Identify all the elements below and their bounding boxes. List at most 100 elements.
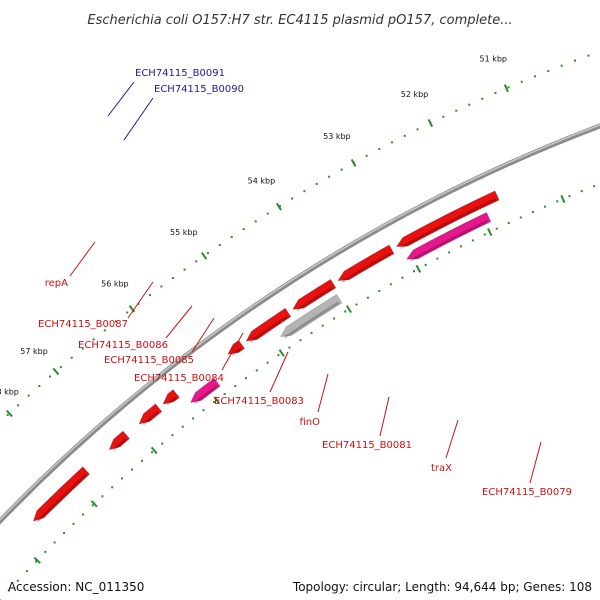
tick-dot-inner xyxy=(299,339,302,342)
gene-features xyxy=(32,190,500,523)
tick-dot-outer xyxy=(278,205,281,208)
tick-label: 53 kbp xyxy=(323,132,351,141)
tick-dot-inner xyxy=(580,190,583,193)
tick-dot-outer xyxy=(291,197,294,200)
tick-dot-outer xyxy=(365,154,368,157)
gene-arrow-shade xyxy=(249,315,289,343)
tick-dot-inner xyxy=(332,317,335,320)
label-leader-line xyxy=(165,305,193,339)
tick-label: 55 kbp xyxy=(170,228,198,237)
tick-dot-outer xyxy=(49,375,52,378)
tick-dot-inner xyxy=(568,195,571,198)
minor-tick xyxy=(213,396,220,404)
major-tick xyxy=(503,84,509,93)
tick-dot-outer xyxy=(17,404,20,407)
tick-dot-inner xyxy=(378,289,381,292)
tick-dot-inner xyxy=(213,401,216,404)
tick-dot-outer xyxy=(103,329,106,332)
label-leader-line xyxy=(107,81,135,117)
tick-dot-inner xyxy=(171,434,174,437)
tick-dot-inner xyxy=(25,570,28,573)
tick-dot-outer xyxy=(507,86,510,89)
gene-label: ECH74115_B0090 xyxy=(154,84,244,95)
tick-dot-inner xyxy=(7,589,10,592)
tick-dot-outer xyxy=(230,236,233,239)
gene-label: ECH74115_B0079 xyxy=(482,487,572,498)
tick-dot-inner xyxy=(459,245,462,248)
tick-dot-inner xyxy=(495,227,498,230)
tick-dot-outer xyxy=(442,115,445,118)
tick-dot-outer xyxy=(468,103,471,106)
gene-label: ECH74115_B0084 xyxy=(134,373,224,384)
minor-tick xyxy=(560,194,566,204)
tick-dot-outer xyxy=(416,128,419,131)
tick-dot-inner xyxy=(355,303,358,306)
gene-label: ECH74115_B0081 xyxy=(322,440,412,451)
tick-dot-inner xyxy=(16,579,19,582)
tick-dot-inner xyxy=(389,283,392,286)
tick-dot-inner xyxy=(448,251,451,254)
gene-arrow xyxy=(395,190,500,247)
tick-dot-outer xyxy=(573,59,576,62)
tick-dot-outer xyxy=(266,212,269,215)
tick-dot-inner xyxy=(321,324,324,327)
major-tick xyxy=(128,305,136,313)
tick-dot-inner xyxy=(192,417,195,420)
tick-dot-outer xyxy=(547,69,550,72)
gene-arrow xyxy=(190,377,221,404)
tick-dots xyxy=(0,54,596,600)
tick-dot-outer xyxy=(137,302,140,305)
tick-dot-outer xyxy=(520,80,523,83)
gene-arrow xyxy=(32,466,90,522)
tick-dot-inner xyxy=(140,459,143,462)
tick-dot-inner xyxy=(401,276,404,279)
tick-dot-inner xyxy=(507,222,510,225)
gene-arrow-shade xyxy=(36,473,87,523)
tick-dot-outer xyxy=(303,190,306,193)
tick-dot-inner xyxy=(121,477,124,480)
tick-dot-outer xyxy=(340,168,343,171)
major-tick xyxy=(350,158,357,167)
label-leader-line xyxy=(221,332,244,371)
tick-dot-outer xyxy=(533,75,536,78)
gene-arrow xyxy=(292,278,337,310)
gene-arrow-shade xyxy=(296,286,334,312)
backbone-highlight xyxy=(0,124,600,521)
major-tick xyxy=(5,409,13,418)
tick-dot-inner xyxy=(234,385,237,388)
tick-dot-inner xyxy=(255,369,258,372)
gene-label: ECH74115_B0083 xyxy=(214,396,304,407)
gene-arrow xyxy=(108,430,130,451)
tick-dot-inner xyxy=(483,233,486,236)
tick-dot-inner xyxy=(471,239,474,242)
tick-dot-outer xyxy=(81,347,84,350)
tick-dot-inner xyxy=(277,354,280,357)
major-tick xyxy=(200,251,208,260)
tick-dot-inner xyxy=(151,451,154,454)
tick-dot-outer xyxy=(403,134,406,137)
tick-dot-inner xyxy=(436,257,439,260)
tick-dot-inner xyxy=(82,513,85,516)
label-leader-line xyxy=(269,351,289,393)
tick-dot-outer xyxy=(481,97,484,100)
label-leader-line xyxy=(127,281,154,319)
tick-dot-outer xyxy=(160,285,163,288)
tick-dot-outer xyxy=(148,294,151,297)
tick-dot-inner xyxy=(130,468,133,471)
gene-arrow xyxy=(406,212,492,260)
tick-label: 56 kbp xyxy=(101,280,129,289)
tick-dot-inner xyxy=(288,346,291,349)
tick-dot-inner xyxy=(519,216,522,219)
gene-arrow xyxy=(280,294,343,338)
tick-dot-inner xyxy=(556,200,559,203)
tick-dot-outer xyxy=(38,385,41,388)
tick-dot-inner xyxy=(544,205,547,208)
tick-dot-outer xyxy=(242,228,245,231)
tick-dot-outer xyxy=(183,268,186,271)
gene-arrow-shade xyxy=(283,301,340,339)
tick-dot-inner xyxy=(53,541,56,544)
tick-dot-outer xyxy=(494,92,497,95)
tick-label: 54 kbp xyxy=(248,176,276,185)
